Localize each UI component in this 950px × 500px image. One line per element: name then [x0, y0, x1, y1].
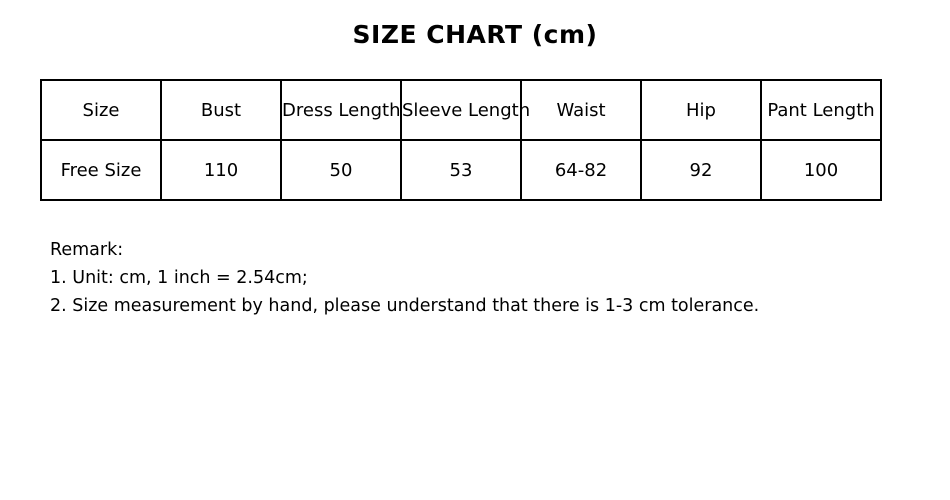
cell-sleeve-length: 53 — [400, 139, 522, 201]
cell-pant-length: 100 — [760, 139, 882, 201]
remark-heading: Remark: — [50, 240, 124, 260]
cell-bust: 110 — [160, 139, 282, 201]
remark-line-1: 1. Unit: cm, 1 inch = 2.54cm; — [50, 268, 308, 288]
col-header-bust: Bust — [160, 79, 282, 141]
cell-size: Free Size — [40, 139, 162, 201]
table-row: Free Size 110 50 53 64-82 92 100 — [40, 139, 882, 201]
cell-waist: 64-82 — [520, 139, 642, 201]
page-title: SIZE CHART (cm) — [352, 20, 598, 49]
col-header-waist: Waist — [520, 79, 642, 141]
remarks-section: Remark: 1. Unit: cm, 1 inch = 2.54cm; 2.… — [50, 236, 759, 320]
cell-dress-length: 50 — [280, 139, 402, 201]
col-header-pant-length: Pant Length — [760, 79, 882, 141]
col-header-hip: Hip — [640, 79, 762, 141]
cell-hip: 92 — [640, 139, 762, 201]
table-header-row: Size Bust Dress Length Sleeve Length Wai… — [40, 79, 882, 141]
col-header-size: Size — [40, 79, 162, 141]
size-chart-table: Size Bust Dress Length Sleeve Length Wai… — [40, 79, 882, 201]
remark-line-2: 2. Size measurement by hand, please unde… — [50, 296, 760, 316]
col-header-sleeve-length: Sleeve Length — [400, 79, 530, 141]
col-header-dress-length: Dress Length — [280, 79, 402, 141]
